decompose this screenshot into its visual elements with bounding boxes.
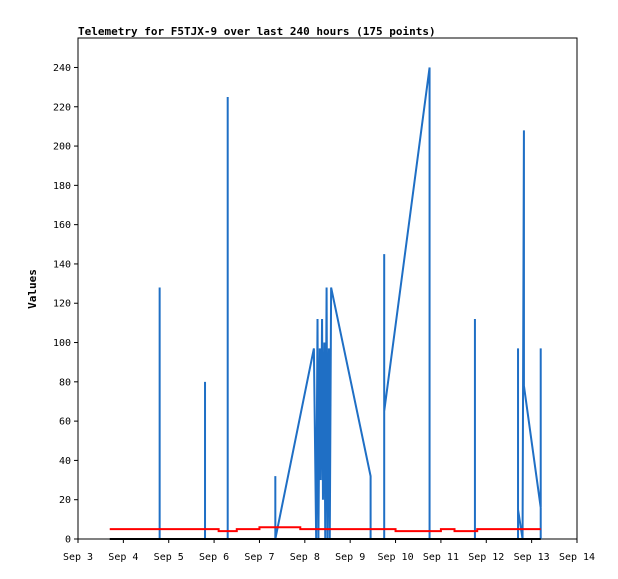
chart-title: Telemetry for F5TJX-9 over last 240 hour… [78, 25, 436, 38]
x-tick-label: Sep 13 [514, 552, 550, 563]
x-tick-label: Sep 5 [154, 552, 184, 563]
y-tick-label: 200 [53, 142, 71, 153]
y-tick-label: 100 [53, 338, 71, 349]
x-ticks: Sep 3 Sep 4 Sep 5 Sep 6 Sep 7 Sep 8 Sep 9 Sep 1… [63, 539, 595, 563]
series-line-2 [109, 526, 541, 533]
x-tick-label: Sep 3 [63, 552, 93, 563]
y-tick-label: 60 [59, 417, 71, 428]
y-tick-label: 120 [53, 299, 71, 310]
y-tick-label: 140 [53, 259, 71, 270]
y-tick-label: 160 [53, 220, 71, 231]
x-tick-label: Sep 4 [108, 552, 138, 563]
x-tick-label: Sep 7 [244, 552, 274, 563]
x-tick-label: Sep 11 [423, 552, 459, 563]
y-tick-label: 40 [59, 456, 71, 467]
x-tick-label: Sep 12 [468, 552, 504, 563]
x-tick-label: Sep 14 [559, 552, 595, 563]
x-tick-label: Sep 6 [199, 552, 229, 563]
x-tick-label: Sep 8 [290, 552, 320, 563]
x-tick-label: Sep 10 [377, 552, 413, 563]
y-ticks: 0 20 40 60 80 100 120 140 160 180 200 220 240 [53, 63, 78, 546]
y-tick-label: 220 [53, 102, 71, 113]
y-tick-label: 180 [53, 181, 71, 192]
y-axis-label: Values [26, 269, 39, 309]
y-tick-label: 240 [53, 63, 71, 74]
y-tick-label: 80 [59, 377, 71, 388]
series-layer [109, 67, 542, 540]
y-tick-label: 20 [59, 495, 71, 506]
series-line-1 [155, 67, 542, 540]
y-tick-label: 0 [65, 535, 71, 546]
x-tick-label: Sep 9 [335, 552, 365, 563]
